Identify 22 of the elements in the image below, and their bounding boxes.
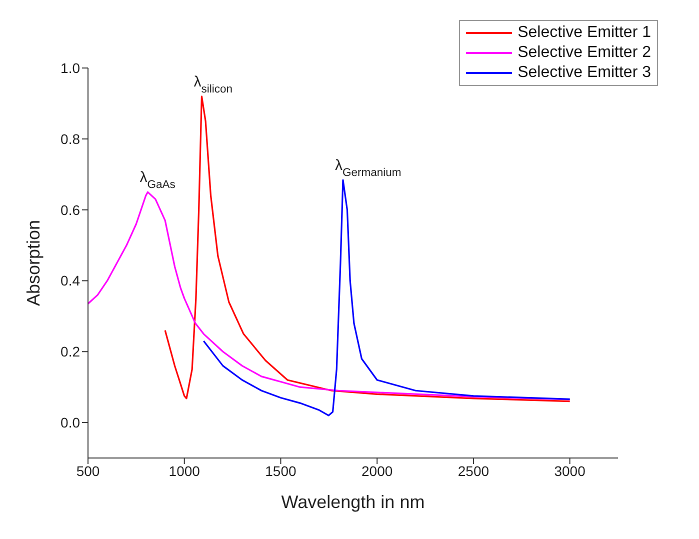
- y-tick-label: 0.2: [60, 344, 80, 360]
- line-series: [202, 179, 571, 416]
- y-tick-label: 0.0: [60, 414, 80, 431]
- y-axis-title: Absorption: [23, 220, 44, 306]
- legend-label: Selective Emitter 1: [518, 23, 651, 43]
- x-tick-label: 500: [76, 462, 100, 479]
- x-tick-label: 3000: [554, 462, 586, 479]
- legend-label: Selective Emitter 3: [518, 63, 651, 83]
- line-series: [88, 191, 571, 400]
- x-tick-label: 1000: [168, 462, 200, 479]
- y-tick-label: 0.8: [60, 130, 80, 147]
- x-tick-label: 1500: [265, 462, 297, 479]
- legend-label: Selective Emitter 2: [518, 43, 651, 63]
- annotation: λ$_{silicon}$: [194, 73, 232, 96]
- y-tick-label: 0.4: [60, 272, 80, 289]
- x-tick-label: 2500: [458, 462, 490, 479]
- annotation: λ$_{GaAs}$: [140, 169, 176, 192]
- y-tick-label: 0.6: [60, 202, 80, 218]
- annotation: λ$_{Germanium}$: [334, 157, 402, 180]
- x-tick-label: 2000: [362, 462, 393, 479]
- x-axis-title: Wavelength in nm: [281, 492, 425, 512]
- y-tick-label: 1.0: [60, 60, 80, 76]
